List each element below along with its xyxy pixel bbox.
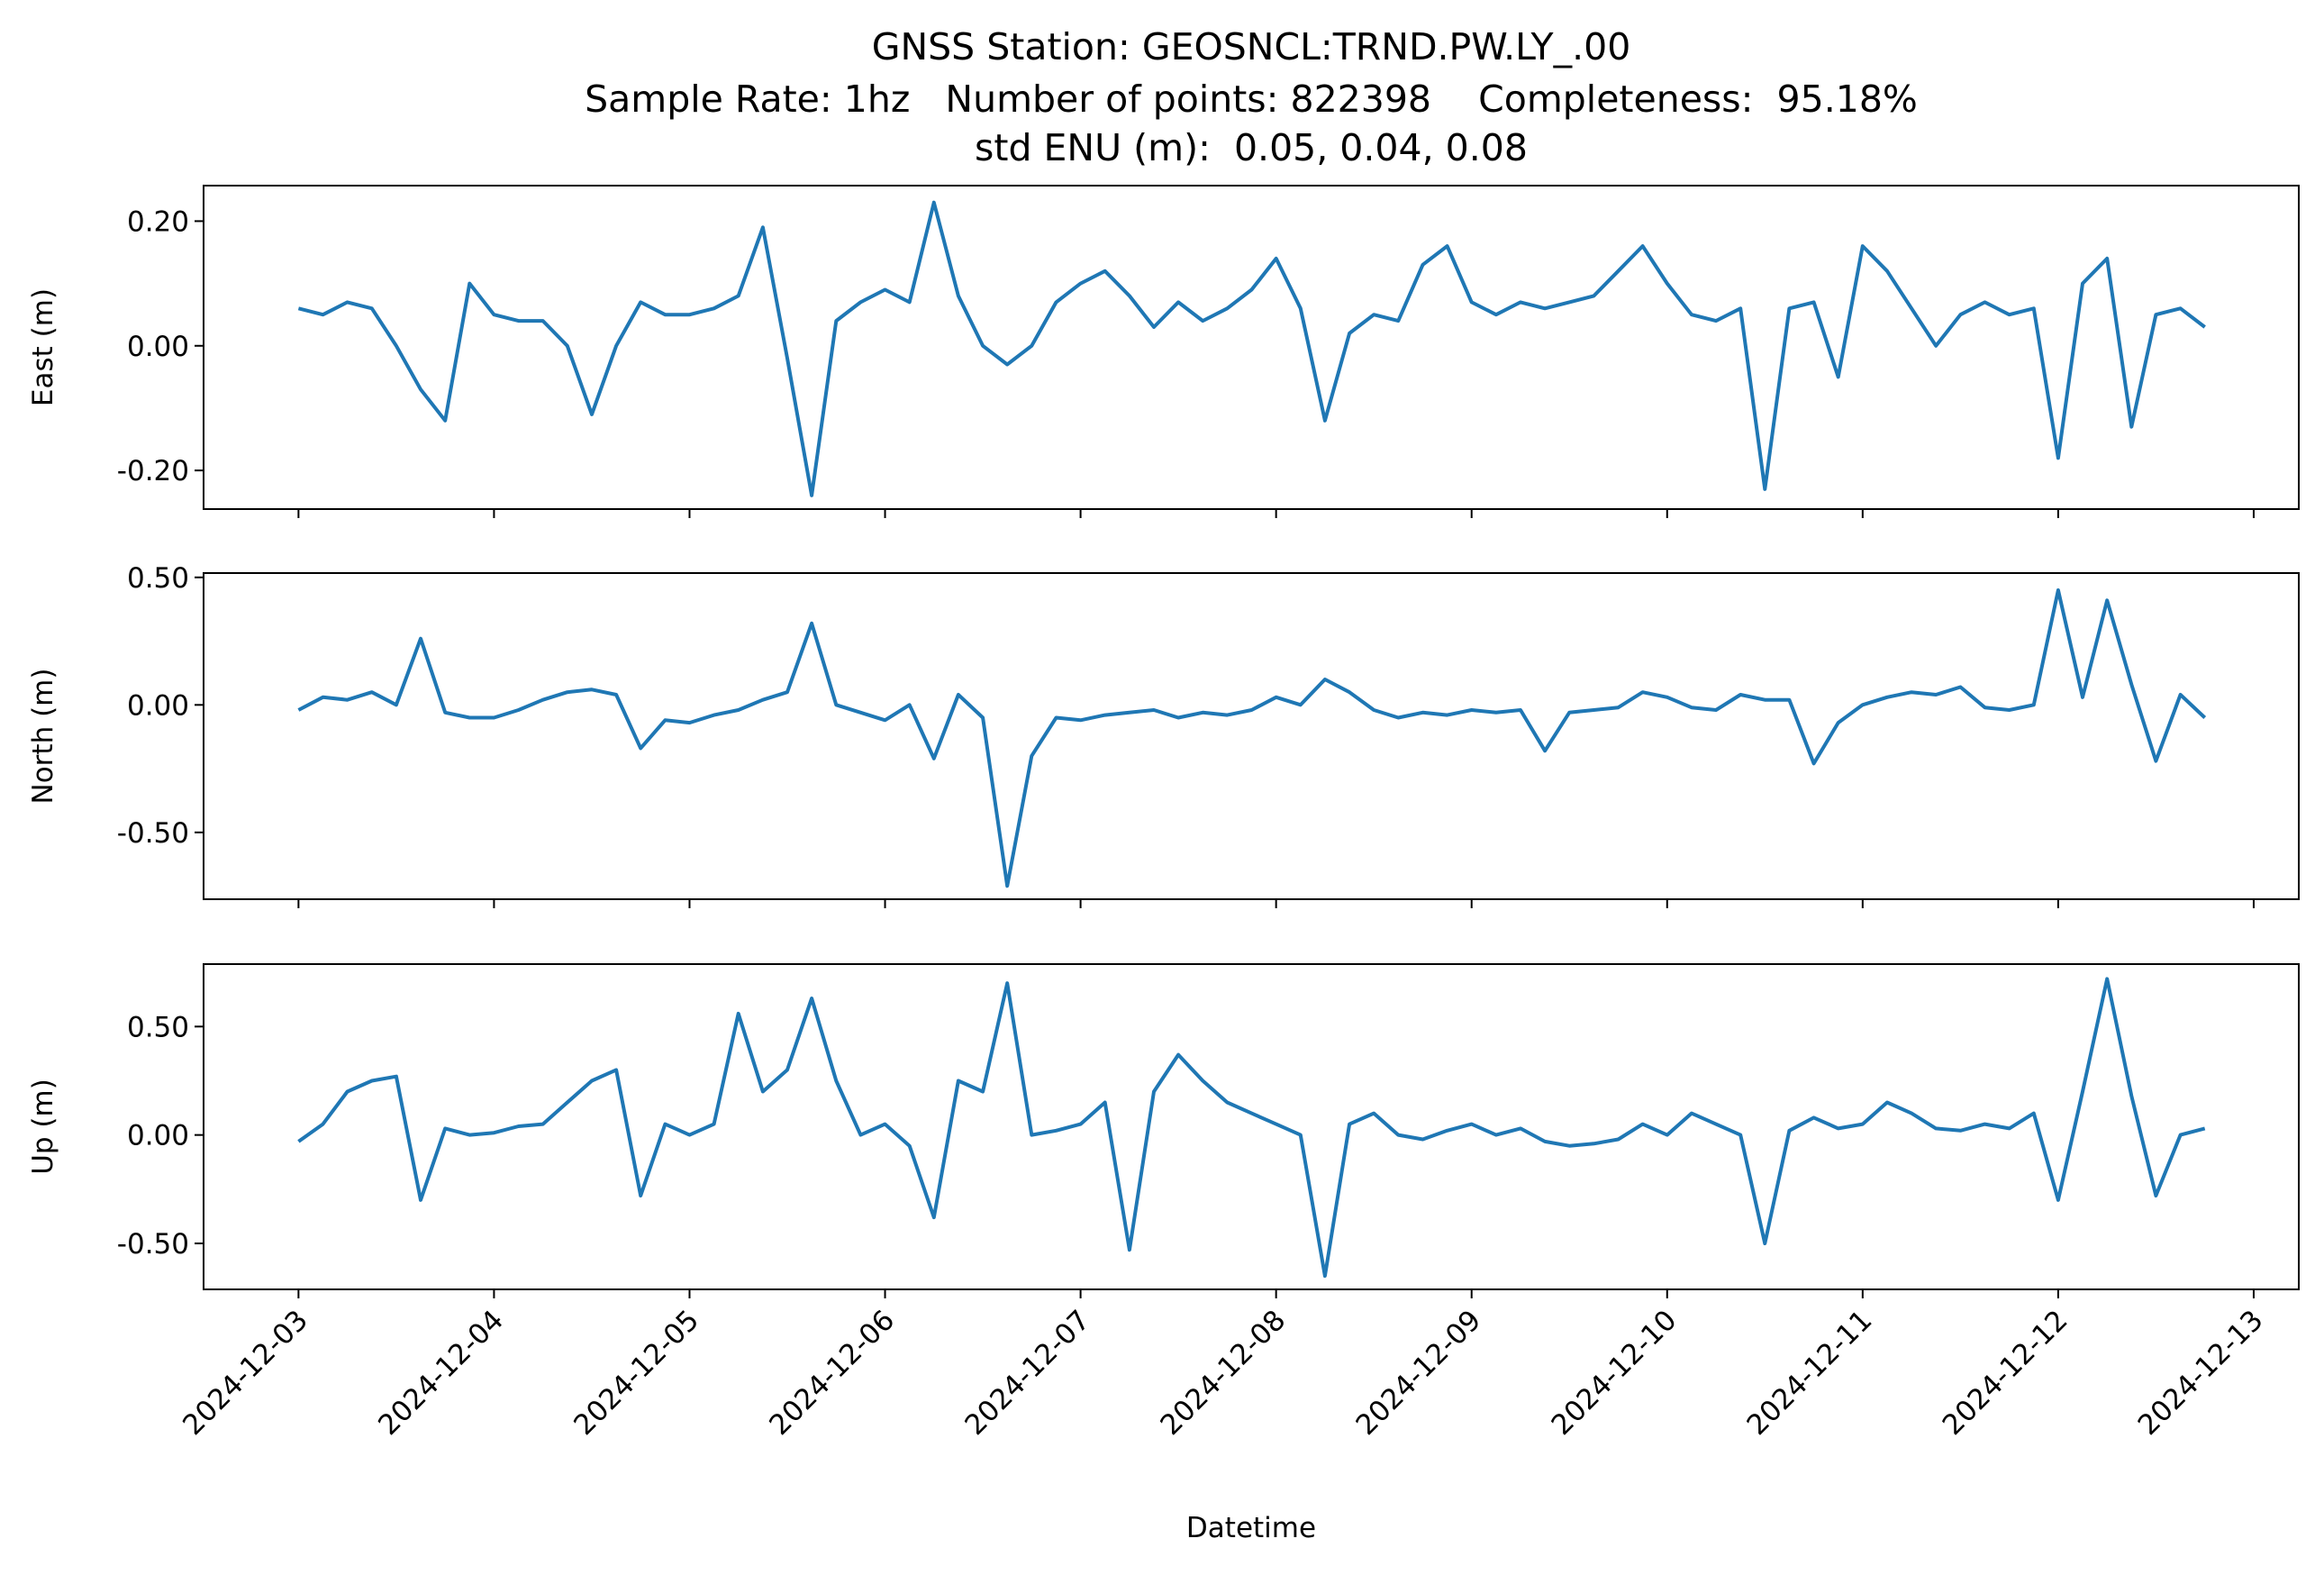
y-axis-label: Up (m) — [27, 1079, 59, 1175]
y-tick-label: 0.00 — [127, 1120, 189, 1152]
axes-frame — [203, 572, 2300, 900]
y-axis-label: East (m) — [27, 288, 59, 406]
y-tick-label: 0.50 — [127, 562, 189, 595]
axes-frame — [203, 963, 2300, 1290]
data-line — [297, 977, 2206, 1279]
y-tick-label: -0.50 — [117, 817, 189, 850]
title-line: std ENU (m): 0.05, 0.04, 0.08 — [975, 126, 1528, 169]
plot-area — [297, 588, 2207, 888]
y-axis-label: North (m) — [27, 669, 59, 805]
axes-frame — [203, 185, 2300, 510]
data-line — [297, 200, 2206, 497]
title-line: GNSS Station: GEOSNCL:TRND.PW.LY_.00 — [872, 25, 1631, 68]
y-tick-label: 0.50 — [127, 1011, 189, 1043]
y-tick-label: 0.00 — [127, 689, 189, 722]
y-tick-label: -0.50 — [117, 1228, 189, 1261]
plot-area — [297, 977, 2206, 1279]
data-line — [297, 588, 2207, 888]
title-line: Sample Rate: 1hz Number of points: 82239… — [585, 77, 1918, 121]
y-tick-label: 0.00 — [127, 331, 189, 363]
y-tick-label: -0.20 — [117, 455, 189, 487]
plot-area — [297, 200, 2206, 497]
x-axis-label: Datetime — [1186, 1512, 1316, 1544]
y-tick-label: 0.20 — [127, 205, 189, 238]
